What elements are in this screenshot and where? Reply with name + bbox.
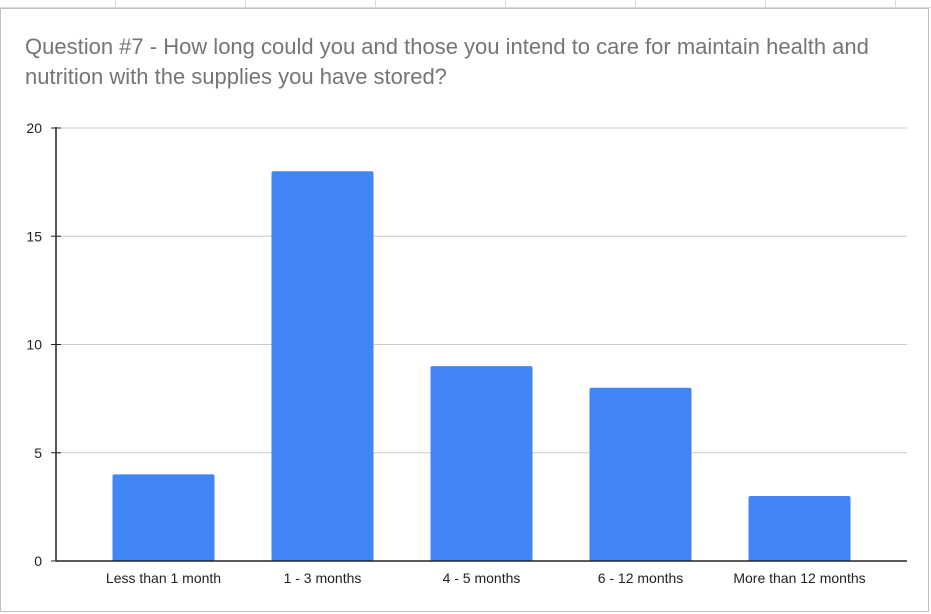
spreadsheet-grid-strip	[0, 0, 931, 8]
bar-3[interactable]	[589, 387, 692, 561]
x-tick-label: 4 - 5 months	[443, 570, 521, 586]
x-tick-label: 1 - 3 months	[284, 570, 362, 586]
y-tick-label: 5	[34, 445, 42, 461]
chart-title: Question #7 - How long could you and tho…	[25, 34, 869, 89]
bar-0[interactable]	[112, 474, 215, 561]
y-tick-label: 20	[26, 120, 42, 136]
bars	[112, 171, 851, 562]
y-tick-label: 15	[26, 228, 42, 244]
y-tick-label: 10	[26, 337, 42, 353]
y-tick-label: 0	[34, 553, 42, 569]
x-tick-label: Less than 1 month	[106, 570, 221, 586]
x-tick-label: More than 12 months	[733, 570, 865, 586]
bar-4[interactable]	[748, 496, 851, 561]
bar-1[interactable]	[271, 171, 374, 562]
axes	[51, 127, 907, 562]
labels: 0 5 10 15 20 Less than 1 month 1 - 3 months 4 -…	[26, 120, 865, 586]
bar-2[interactable]	[430, 366, 533, 561]
x-tick-label: 6 - 12 months	[598, 570, 684, 586]
